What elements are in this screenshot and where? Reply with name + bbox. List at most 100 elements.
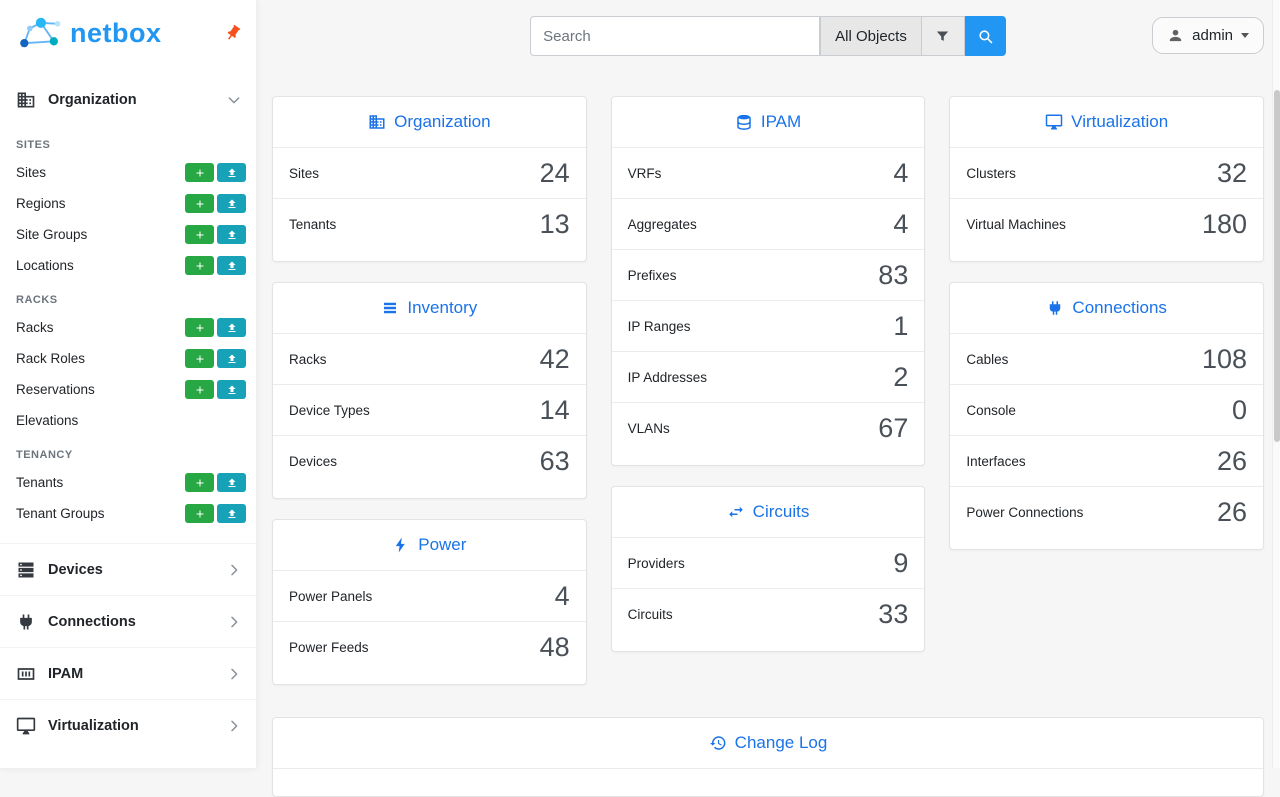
stat-value: 108 <box>1201 343 1248 374</box>
stat-row-cables[interactable]: Cables 108 <box>950 333 1264 384</box>
sidebar-item-racks[interactable]: Racks <box>0 312 256 343</box>
plug-icon <box>16 612 36 632</box>
chevron-right-icon <box>226 666 242 682</box>
add-button[interactable] <box>185 380 214 399</box>
import-button[interactable] <box>217 380 246 399</box>
section-title-racks: RACKS <box>16 294 58 306</box>
import-button[interactable] <box>217 318 246 337</box>
stat-row-power-connections[interactable]: Power Connections 26 <box>950 486 1264 537</box>
stat-row-prefixes[interactable]: Prefixes 83 <box>611 249 925 300</box>
list-icon <box>381 299 399 317</box>
stat-row-sites[interactable]: Sites 24 <box>273 147 586 198</box>
sidebar-item-label: Virtualization <box>48 717 139 734</box>
stat-row-tenants[interactable]: Tenants 13 <box>273 198 586 249</box>
import-button[interactable] <box>217 225 246 244</box>
scrollbar-thumb[interactable] <box>1274 90 1280 442</box>
sidebar-item-rack-roles[interactable]: Rack Roles <box>0 343 256 374</box>
sidebar-item-label: Elevations <box>16 413 79 428</box>
import-button[interactable] <box>217 504 246 523</box>
stat-label: Racks <box>289 351 327 367</box>
chevron-right-icon <box>226 614 242 630</box>
search-input[interactable] <box>530 16 821 56</box>
sidebar-item-elevations[interactable]: Elevations <box>0 405 256 436</box>
add-button[interactable] <box>185 349 214 368</box>
search-button[interactable] <box>964 16 1006 56</box>
stat-value: 4 <box>554 580 570 611</box>
database-icon <box>735 113 753 131</box>
add-button[interactable] <box>185 163 214 182</box>
stat-value: 26 <box>1216 445 1248 476</box>
upload-icon <box>226 260 238 272</box>
circuits-card: Circuits Providers 9 Circuits 33 <box>610 486 926 652</box>
stat-row-racks[interactable]: Racks 42 <box>273 333 586 384</box>
sidebar-item-devices[interactable]: Devices <box>0 543 256 595</box>
stat-row-aggregates[interactable]: Aggregates 4 <box>611 198 925 249</box>
stat-row-vrfs[interactable]: VRFs 4 <box>611 147 925 198</box>
filter-button[interactable] <box>921 16 965 56</box>
stat-row-device-types[interactable]: Device Types 14 <box>273 384 586 435</box>
card-title-text: IPAM <box>760 112 802 131</box>
add-button[interactable] <box>185 473 214 492</box>
stat-row-ip-addresses[interactable]: IP Addresses 2 <box>611 351 925 402</box>
user-menu-button[interactable]: admin <box>1152 17 1264 54</box>
stat-value: 33 <box>878 598 909 629</box>
stat-label: Device Types <box>289 402 370 418</box>
stat-row-interfaces[interactable]: Interfaces 26 <box>950 435 1264 486</box>
stat-value: 67 <box>878 412 909 443</box>
stat-label: Providers <box>627 555 685 571</box>
organization-card: Organization Sites 24 Tenants 13 <box>272 96 587 262</box>
item-actions <box>185 318 246 337</box>
stat-row-console[interactable]: Console 0 <box>950 384 1264 435</box>
pin-icon[interactable] <box>220 20 245 45</box>
add-button[interactable] <box>185 318 214 337</box>
stat-row-providers[interactable]: Providers 9 <box>611 537 925 588</box>
plus-icon <box>194 229 206 241</box>
cable-icon <box>1046 299 1064 317</box>
sidebar-item-regions[interactable]: Regions <box>0 188 256 219</box>
stat-row-devices[interactable]: Devices 63 <box>273 435 586 486</box>
card-title-text: Power <box>418 535 467 554</box>
add-button[interactable] <box>185 504 214 523</box>
sidebar-item-sites[interactable]: Sites <box>0 157 256 188</box>
import-button[interactable] <box>217 349 246 368</box>
page-scrollbar[interactable] <box>1272 0 1280 768</box>
stat-row-power-panels[interactable]: Power Panels 4 <box>273 570 586 621</box>
inventory-card: Inventory Racks 42 Device Types 14 Devic… <box>272 282 587 499</box>
stat-row-vlans[interactable]: VLANs 67 <box>611 402 925 453</box>
user-label: admin <box>1192 27 1233 44</box>
sidebar-item-organization[interactable]: Organization <box>0 74 256 126</box>
stat-value: 1 <box>893 310 909 341</box>
add-button[interactable] <box>185 256 214 275</box>
sidebar-item-tenants[interactable]: Tenants <box>0 467 256 498</box>
stat-value: 32 <box>1216 157 1248 188</box>
sidebar-item-reservations[interactable]: Reservations <box>0 374 256 405</box>
add-button[interactable] <box>185 194 214 213</box>
search-scope-button[interactable]: All Objects <box>820 16 922 56</box>
import-button[interactable] <box>217 256 246 275</box>
stat-row-virtual-machines[interactable]: Virtual Machines 180 <box>950 198 1264 249</box>
card-title: Connections <box>950 283 1263 333</box>
user-icon <box>1167 27 1184 44</box>
netbox-logo[interactable]: netbox <box>16 14 162 52</box>
add-button[interactable] <box>185 225 214 244</box>
sidebar-item-tenant-groups[interactable]: Tenant Groups <box>0 498 256 529</box>
sidebar-item-locations[interactable]: Locations <box>0 250 256 281</box>
sidebar-item-ipam[interactable]: IPAM <box>0 647 256 699</box>
import-button[interactable] <box>217 163 246 182</box>
bolt-icon <box>392 536 410 554</box>
stat-row-clusters[interactable]: Clusters 32 <box>950 147 1264 198</box>
change-log-card: Change Log <box>272 717 1264 797</box>
sidebar-item-site-groups[interactable]: Site Groups <box>0 219 256 250</box>
sidebar-item-label: Locations <box>16 258 74 273</box>
sidebar-item-connections[interactable]: Connections <box>0 595 256 647</box>
chevron-right-icon <box>226 562 242 578</box>
stat-row-ip-ranges[interactable]: IP Ranges 1 <box>611 300 925 351</box>
item-actions <box>185 225 246 244</box>
sidebar-item-virtualization[interactable]: Virtualization <box>0 699 256 751</box>
import-button[interactable] <box>217 194 246 213</box>
stat-label: Sites <box>289 165 320 181</box>
stat-row-power-feeds[interactable]: Power Feeds 48 <box>273 621 586 672</box>
import-button[interactable] <box>217 473 246 492</box>
server-icon <box>16 560 36 580</box>
stat-row-circuits[interactable]: Circuits 33 <box>611 588 925 639</box>
